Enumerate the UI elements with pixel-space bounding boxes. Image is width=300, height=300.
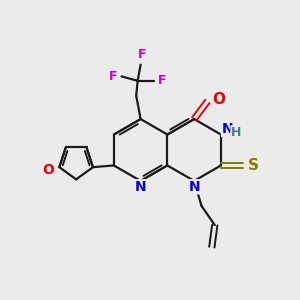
Text: N: N [188, 180, 200, 194]
Text: N: N [221, 122, 233, 136]
Text: F: F [109, 70, 117, 83]
Text: F: F [138, 48, 146, 61]
Text: H: H [231, 126, 241, 139]
Text: S: S [248, 158, 258, 173]
Text: O: O [42, 163, 54, 176]
Text: F: F [158, 74, 167, 87]
Text: O: O [212, 92, 225, 107]
Text: N: N [135, 180, 146, 194]
